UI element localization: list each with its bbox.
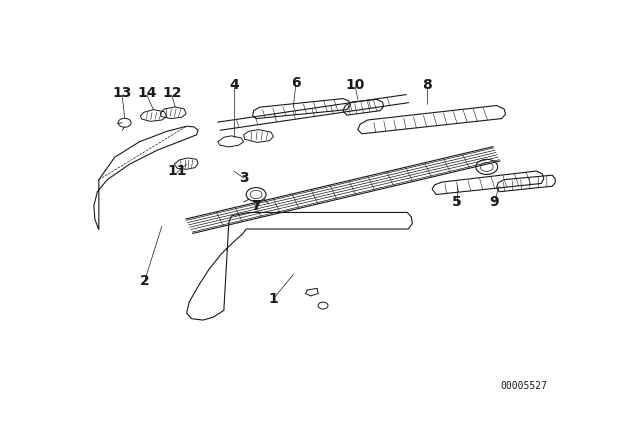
- Text: 11: 11: [167, 164, 186, 178]
- Text: 6: 6: [291, 76, 301, 90]
- Text: 1: 1: [269, 292, 278, 306]
- Text: 13: 13: [113, 86, 132, 100]
- Text: 12: 12: [162, 86, 182, 100]
- Text: 4: 4: [229, 78, 239, 92]
- Text: 5: 5: [452, 195, 462, 209]
- Text: 00005527: 00005527: [500, 381, 547, 391]
- Text: 8: 8: [422, 78, 432, 92]
- Text: 3: 3: [239, 171, 248, 185]
- Text: 10: 10: [346, 78, 365, 92]
- Text: 2: 2: [140, 275, 149, 289]
- Text: 7: 7: [252, 198, 261, 212]
- Text: 9: 9: [490, 195, 499, 209]
- Text: 14: 14: [137, 86, 157, 100]
